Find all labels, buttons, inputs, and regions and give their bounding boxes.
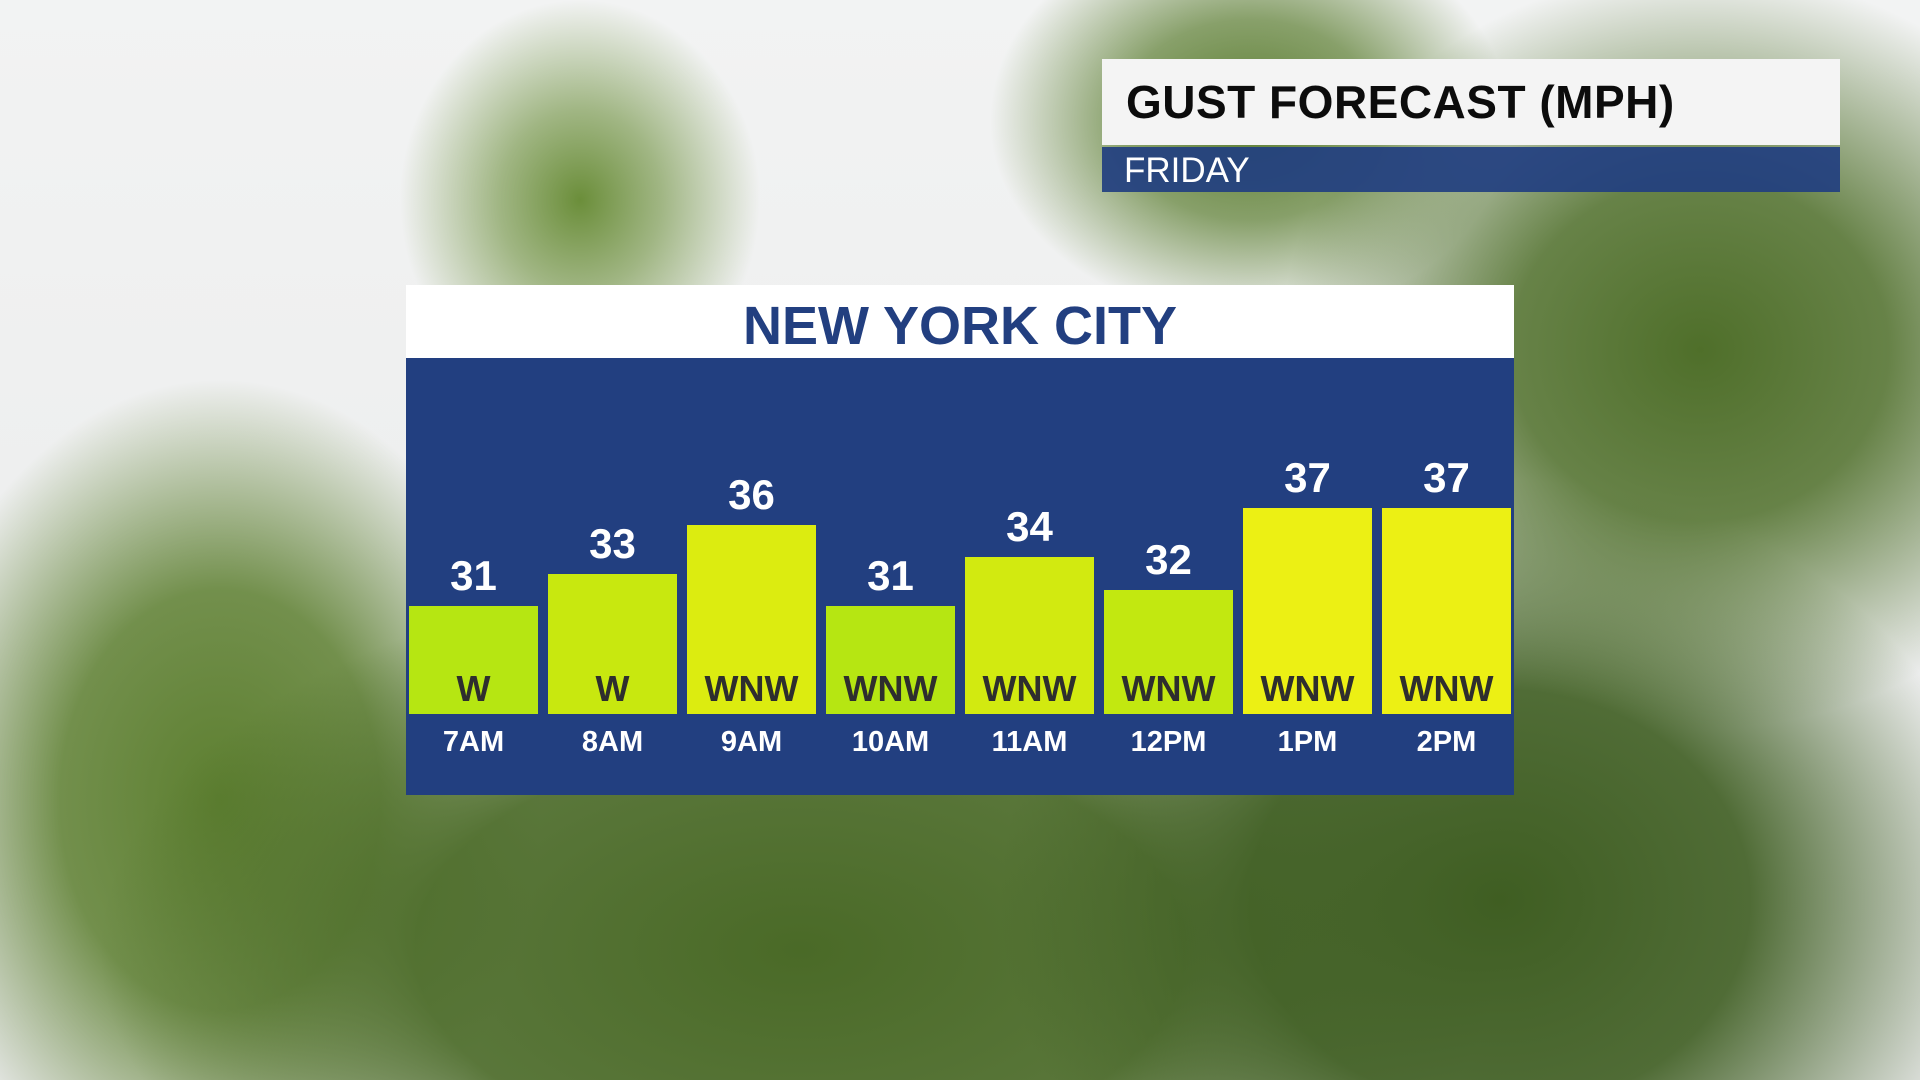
wind-direction-label: W (595, 667, 630, 709)
time-label: 1PM (1277, 726, 1338, 758)
bar-11am: WNW (965, 557, 1094, 714)
day-label: FRIDAY (1124, 151, 1250, 190)
value-label: 32 (1145, 535, 1192, 583)
wind-direction-label: WNW (1399, 667, 1494, 709)
value-label: 37 (1284, 454, 1331, 502)
plot-area: W 31 7AM W 33 8AM WNW 36 9AM WNW 31 10AM WNW 34 11AM WN… (406, 358, 1514, 795)
time-label: 11AM (991, 726, 1068, 758)
chart-panel: NEW YORK CITY W 31 7AM W 33 8AM WNW 36 9AM WNW 31 1… (406, 285, 1514, 795)
wind-direction-label: WNW (982, 667, 1077, 709)
bar-7am: W (409, 606, 538, 714)
time-label: 8AM (581, 726, 644, 758)
chart-title: NEW YORK CITY (742, 296, 1178, 356)
graphic-title: GUST FORECAST (MPH) (1126, 76, 1675, 128)
time-label: 10AM (851, 726, 930, 758)
bar-8am: W (548, 573, 677, 714)
wind-direction-label: WNW (1121, 667, 1216, 709)
value-label: 37 (1423, 454, 1470, 502)
value-label: 33 (589, 519, 636, 567)
wind-direction-label: WNW (1260, 667, 1355, 709)
chart-header: NEW YORK CITY (406, 285, 1514, 358)
bar-1pm: WNW (1243, 508, 1372, 714)
day-banner: FRIDAY (1102, 147, 1840, 192)
time-label: 7AM (442, 726, 505, 758)
value-label: 31 (450, 552, 497, 600)
bar-9am: WNW (687, 524, 816, 714)
time-label: 2PM (1416, 726, 1477, 758)
bar-12pm: WNW (1104, 589, 1233, 714)
time-label: 9AM (720, 726, 783, 758)
bar-10am: WNW (826, 606, 955, 714)
value-label: 36 (728, 470, 775, 518)
value-label: 31 (867, 552, 914, 600)
wind-direction-label: W (456, 667, 491, 709)
wind-direction-label: WNW (843, 667, 938, 709)
wind-direction-label: WNW (704, 667, 799, 709)
title-box: GUST FORECAST (MPH) (1102, 59, 1840, 145)
bar-2pm: WNW (1382, 508, 1511, 714)
time-label: 12PM (1130, 726, 1207, 758)
value-label: 34 (1006, 503, 1053, 551)
